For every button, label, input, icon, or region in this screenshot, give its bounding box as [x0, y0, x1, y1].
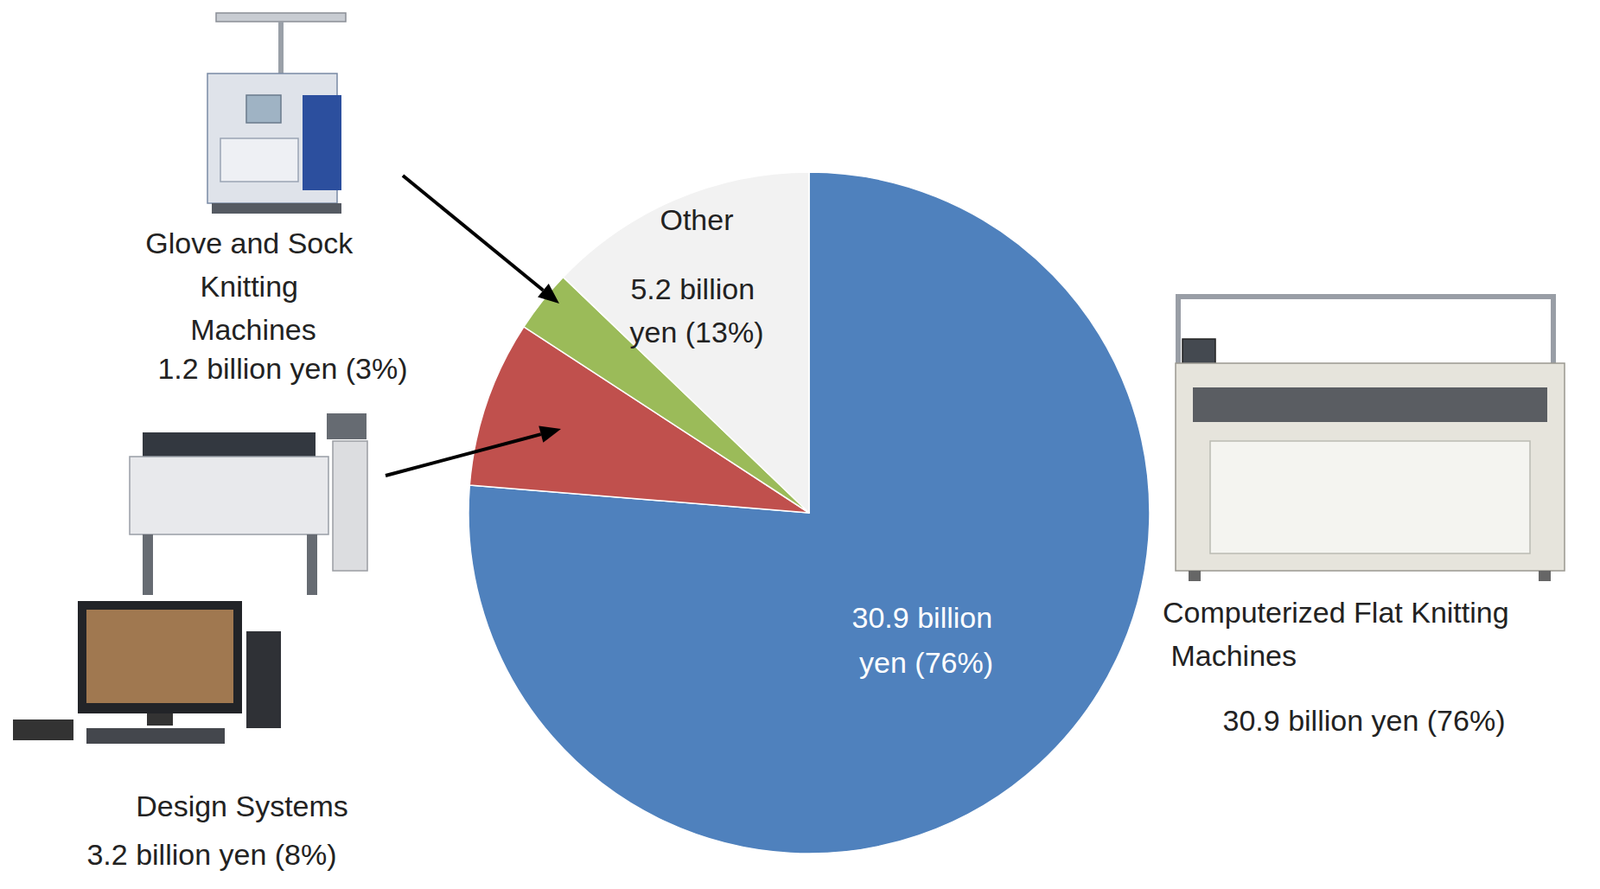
svg-text:1.2 billion yen (3%): 1.2 billion yen (3%): [157, 351, 408, 385]
svg-text:Other: Other: [659, 203, 734, 236]
svg-text:3.2 billion yen (8%): 3.2 billion yen (8%): [86, 837, 337, 871]
svg-text:30.9 billion: 30.9 billion: [852, 600, 1001, 634]
svg-text:30.9 billion yen (76%): 30.9 billion yen (76%): [1223, 703, 1506, 737]
svg-text:Knitting: Knitting: [200, 269, 307, 303]
svg-text:yen (13%): yen (13%): [630, 315, 765, 349]
svg-text:Machines: Machines: [1162, 638, 1297, 672]
svg-text:5.2 billion: 5.2 billion: [630, 272, 763, 306]
svg-text:Computerized Flat Knitting: Computerized Flat Knitting: [1162, 595, 1510, 629]
svg-text:Glove and Sock: Glove and Sock: [145, 226, 361, 260]
svg-text:Machines: Machines: [190, 312, 317, 346]
svg-text:Design Systems: Design Systems: [135, 789, 349, 823]
svg-text:yen (76%): yen (76%): [859, 645, 994, 679]
